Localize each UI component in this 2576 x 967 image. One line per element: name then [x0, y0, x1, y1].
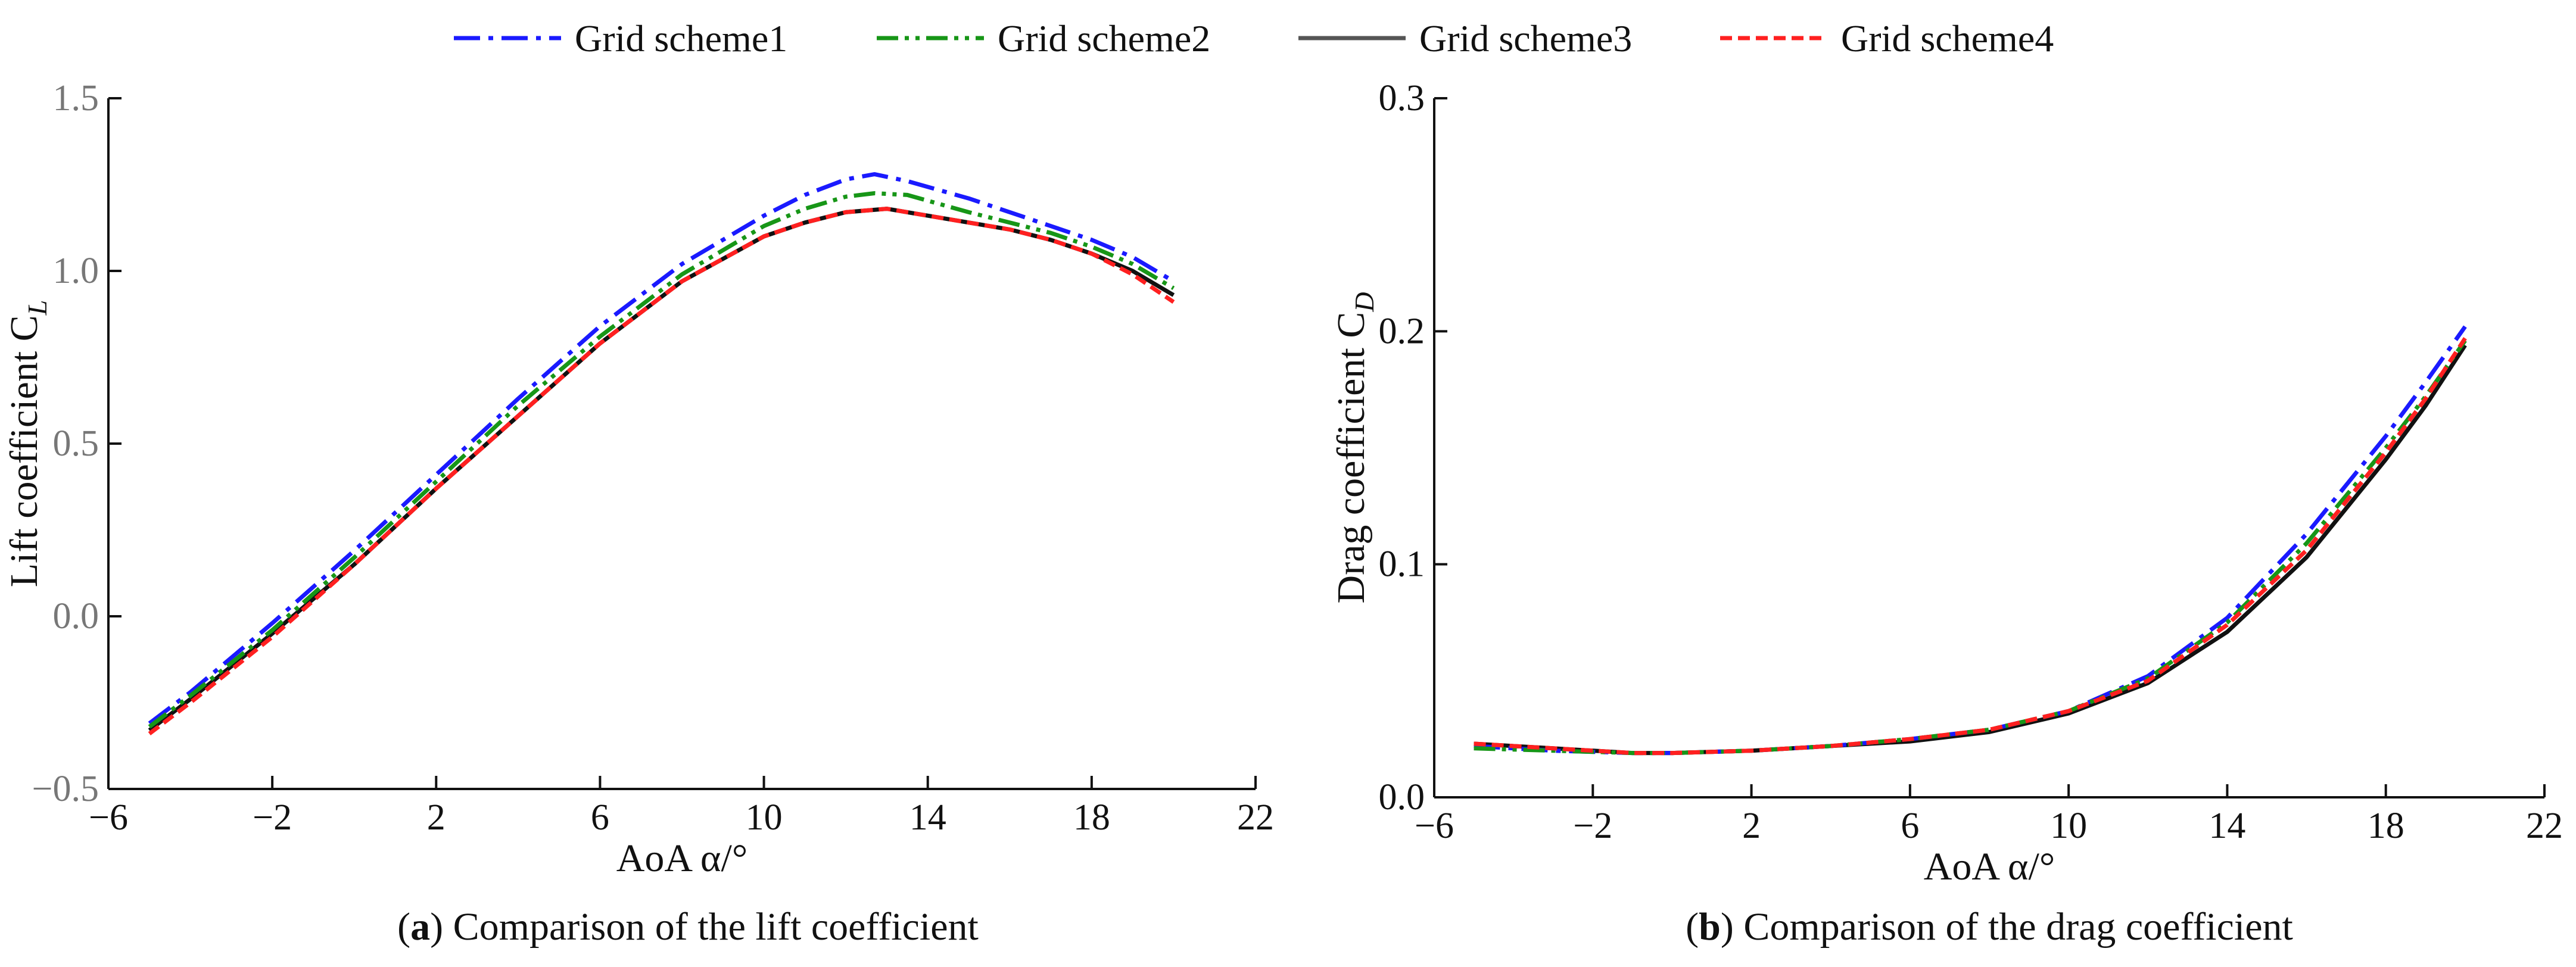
x-tick-label: −6 [1415, 806, 1454, 846]
x-tick-label: 6 [1901, 806, 1919, 846]
caption-text: ) Comparison of the lift coefficient [430, 905, 979, 949]
series-line-grid-scheme2 [148, 191, 1175, 729]
x-tick-label: 2 [427, 797, 446, 838]
y-axis-title-subscript: D [1349, 292, 1379, 312]
x-tick-label: 14 [2209, 806, 2245, 846]
x-axis-title: AoA α/° [616, 837, 748, 880]
y-tick-label: 1.5 [53, 78, 99, 118]
y-tick-label: 0.2 [1379, 311, 1425, 351]
x-axis-title: AoA α/° [1924, 845, 2055, 888]
y-tick-label: −0.5 [32, 769, 99, 809]
y-axis-title: Drag coefficient CD [1329, 292, 1379, 603]
x-tick-label: −2 [1573, 806, 1612, 846]
y-axis-title-main: Lift coefficient C [2, 315, 46, 587]
x-tick-label: 6 [591, 797, 609, 838]
y-tick-label: 0.0 [53, 596, 99, 637]
x-tick-label: 22 [1237, 797, 1274, 838]
series-line-grid-scheme3 [1474, 344, 2467, 756]
series-line-grid-scheme3 [148, 207, 1175, 732]
legend-label: Grid scheme4 [1841, 17, 2054, 60]
y-axis-title: Lift coefficient CL [2, 300, 52, 588]
legend: Grid scheme1 Grid scheme2 Grid scheme3 Grid… [454, 17, 2054, 60]
caption-label: a [410, 905, 430, 949]
series-line-grid-scheme4 [148, 207, 1175, 735]
legend-label: Grid scheme2 [998, 17, 1210, 60]
caption-open-paren: ( [1686, 905, 1699, 949]
y-tick-label: 0.0 [1379, 777, 1425, 818]
legend-label: Grid scheme1 [575, 17, 787, 60]
x-tick-label: 22 [2526, 806, 2563, 846]
panel-caption: (b) Comparison of the drag coefficient [1686, 905, 2293, 949]
x-tick-label: 18 [2368, 806, 2404, 846]
caption-open-paren: ( [397, 905, 410, 949]
legend-label: Grid scheme3 [1419, 17, 1632, 60]
y-axis-title-subscript: L [22, 300, 52, 316]
panel-caption: (a) Comparison of the lift coefficient [397, 905, 979, 949]
y-axis-title-main: Drag coefficient C [1329, 312, 1373, 604]
x-tick-label: −2 [253, 797, 292, 838]
series-line-grid-scheme4 [1474, 337, 2467, 756]
x-tick-label: 18 [1073, 797, 1110, 838]
lift-coefficient-panel: −6 −2 2 6 10 14 18 22 −0.5 0.0 0.5 1.0 1.5 AoA α/° Lif… [2, 78, 1274, 949]
y-tick-label: 0.1 [1379, 544, 1425, 585]
x-tick-label: 14 [909, 797, 946, 838]
caption-label: b [1699, 905, 1721, 949]
series-line-grid-scheme1 [148, 172, 1175, 725]
y-tick-label: 0.3 [1379, 78, 1425, 118]
y-tick-label: 1.0 [53, 251, 99, 291]
x-tick-label: 10 [2050, 806, 2087, 846]
x-tick-label: 2 [1742, 806, 1761, 846]
y-tick-label: 0.5 [53, 423, 99, 464]
caption-text: ) Comparison of the drag coefficient [1721, 905, 2293, 949]
x-tick-label: −6 [89, 797, 128, 838]
x-tick-label: 10 [746, 797, 783, 838]
drag-coefficient-panel: −6 −2 2 6 10 14 18 22 0.0 0.1 0.2 0.3 AoA α/° Drag co… [1329, 78, 2563, 949]
